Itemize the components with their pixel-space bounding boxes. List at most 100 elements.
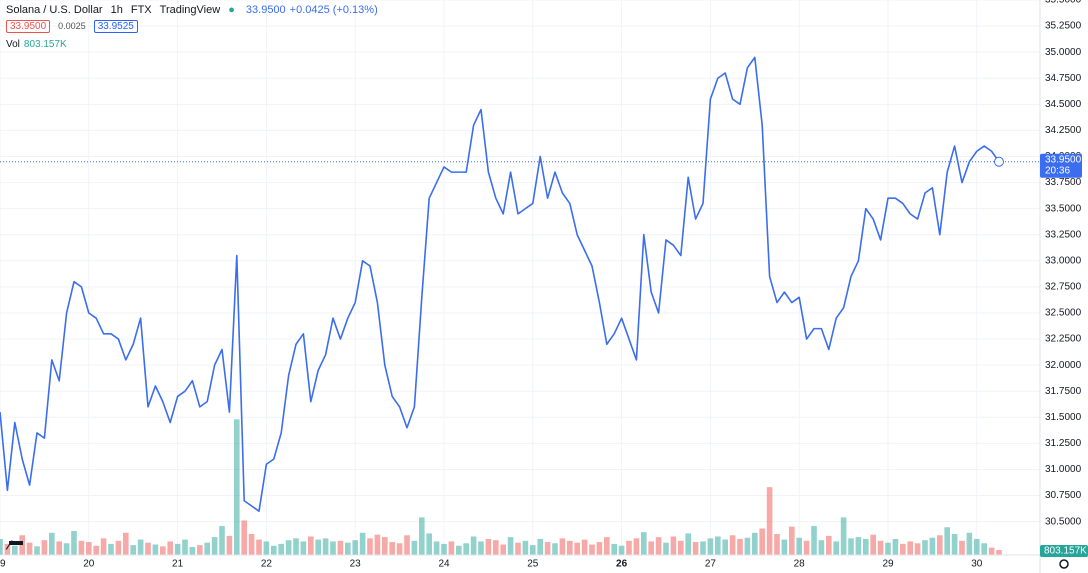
volume-bar xyxy=(914,543,921,555)
price-line xyxy=(0,56,1000,512)
volume-bar xyxy=(589,544,595,555)
volume-bar xyxy=(337,540,344,555)
y-tick-label: 32.2500 xyxy=(1045,334,1082,345)
source: TradingView xyxy=(159,4,221,16)
change: +0.0425 (+0.13%) xyxy=(289,4,378,16)
volume-bar xyxy=(278,543,284,555)
volume-bar xyxy=(870,534,876,555)
volume-bar xyxy=(19,535,25,555)
y-tick-label: 34.2500 xyxy=(1045,125,1082,136)
volume-bar xyxy=(456,545,462,555)
x-tick-label: 21 xyxy=(172,559,184,570)
volume-bar xyxy=(41,540,48,555)
volume-bar xyxy=(219,526,225,555)
y-tick-label: 31.5000 xyxy=(1045,412,1082,423)
volume-bar xyxy=(537,538,543,555)
volume-bar xyxy=(944,527,950,555)
volume-bar xyxy=(544,542,551,555)
volume-bar xyxy=(818,540,825,555)
y-tick-label: 35.2500 xyxy=(1045,21,1082,32)
y-tick-label: 32.0000 xyxy=(1045,360,1082,371)
x-tick-label: 19 xyxy=(0,559,6,570)
y-tick-label: 31.7500 xyxy=(1045,386,1082,397)
exchange: FTX xyxy=(130,4,152,16)
volume-bar xyxy=(160,546,166,555)
volume-bar xyxy=(581,539,588,555)
volume-bar xyxy=(396,543,403,555)
volume-bar xyxy=(433,541,440,555)
volume-bar xyxy=(855,537,862,555)
settings-icon[interactable] xyxy=(1059,559,1069,569)
volume-bar xyxy=(863,538,869,555)
volume-bar xyxy=(530,545,536,555)
volume-bar xyxy=(596,542,603,555)
volume-bar xyxy=(226,535,233,555)
last-price: 33.9500 xyxy=(245,4,286,16)
volume-bar xyxy=(0,538,3,555)
x-tick-label: 28 xyxy=(794,559,806,570)
ask-box[interactable]: 33.9525 xyxy=(93,20,138,33)
y-tick-label: 34.5000 xyxy=(1045,99,1082,110)
volume-bar xyxy=(522,540,529,555)
volume-bar xyxy=(345,542,351,555)
volume-bar xyxy=(766,487,773,555)
volume-bar xyxy=(803,540,810,555)
volume-bar xyxy=(256,539,262,555)
volume-bars xyxy=(0,419,1002,555)
volume-bar xyxy=(729,535,736,555)
volume-value: 803.157K xyxy=(23,39,67,50)
volume-bar xyxy=(633,538,640,555)
bid-box[interactable]: 33.9500 xyxy=(6,20,51,33)
volume-bar xyxy=(604,537,610,555)
volume-bar xyxy=(552,543,558,555)
volume-row: Vol 803.157K xyxy=(6,39,386,50)
volume-bar xyxy=(574,542,580,555)
price-tag xyxy=(1040,153,1082,178)
volume-tag xyxy=(1040,545,1088,557)
volume-bar xyxy=(315,539,321,555)
volume-bar xyxy=(137,539,144,555)
volume-bar xyxy=(374,534,381,555)
volume-bar xyxy=(182,539,188,555)
volume-bar xyxy=(678,540,684,555)
volume-bar xyxy=(441,543,447,555)
volume-bar xyxy=(937,535,943,555)
volume-bar xyxy=(330,541,336,555)
logo: ⁄ xyxy=(5,537,23,552)
x-tick-label: 25 xyxy=(527,559,539,570)
volume-bar xyxy=(737,538,743,555)
volume-bar xyxy=(700,541,706,555)
volume-bar xyxy=(655,537,662,555)
y-tick-label: 30.5000 xyxy=(1045,516,1082,527)
y-tick-label: 33.7500 xyxy=(1045,177,1082,188)
volume-bar xyxy=(63,543,70,555)
volume-bar xyxy=(981,543,987,555)
volume-bar xyxy=(848,538,854,555)
volume-bar xyxy=(241,520,247,555)
volume-bar xyxy=(478,541,484,555)
legend-header: Solana / U.S. Dollar 1h FTX TradingView ● 33… xyxy=(6,4,386,50)
volume-bar xyxy=(71,530,77,555)
volume-bar xyxy=(271,545,277,555)
settings-gear[interactable] xyxy=(1059,559,1069,569)
y-tick-label: 31.2500 xyxy=(1045,438,1082,449)
volume-bar xyxy=(78,540,85,555)
y-tick-label: 35.5000 xyxy=(1045,0,1082,6)
volume-bar xyxy=(404,535,410,555)
quote-row: 33.9500 0.0025 33.9525 xyxy=(6,20,386,33)
volume-bar xyxy=(285,540,292,555)
volume-bar xyxy=(470,536,477,555)
y-tick-label: 32.5000 xyxy=(1045,308,1082,319)
volume-bar xyxy=(618,545,625,555)
volume-bar xyxy=(359,532,366,555)
volume-bar xyxy=(811,526,817,555)
volume-bar xyxy=(781,539,788,555)
volume-bar xyxy=(922,540,928,555)
status-dot: ● xyxy=(228,4,235,16)
y-tick-label: 32.7500 xyxy=(1045,282,1082,293)
volume-bar xyxy=(500,544,506,555)
volume-bar xyxy=(715,536,721,555)
volume-bar xyxy=(382,537,388,555)
